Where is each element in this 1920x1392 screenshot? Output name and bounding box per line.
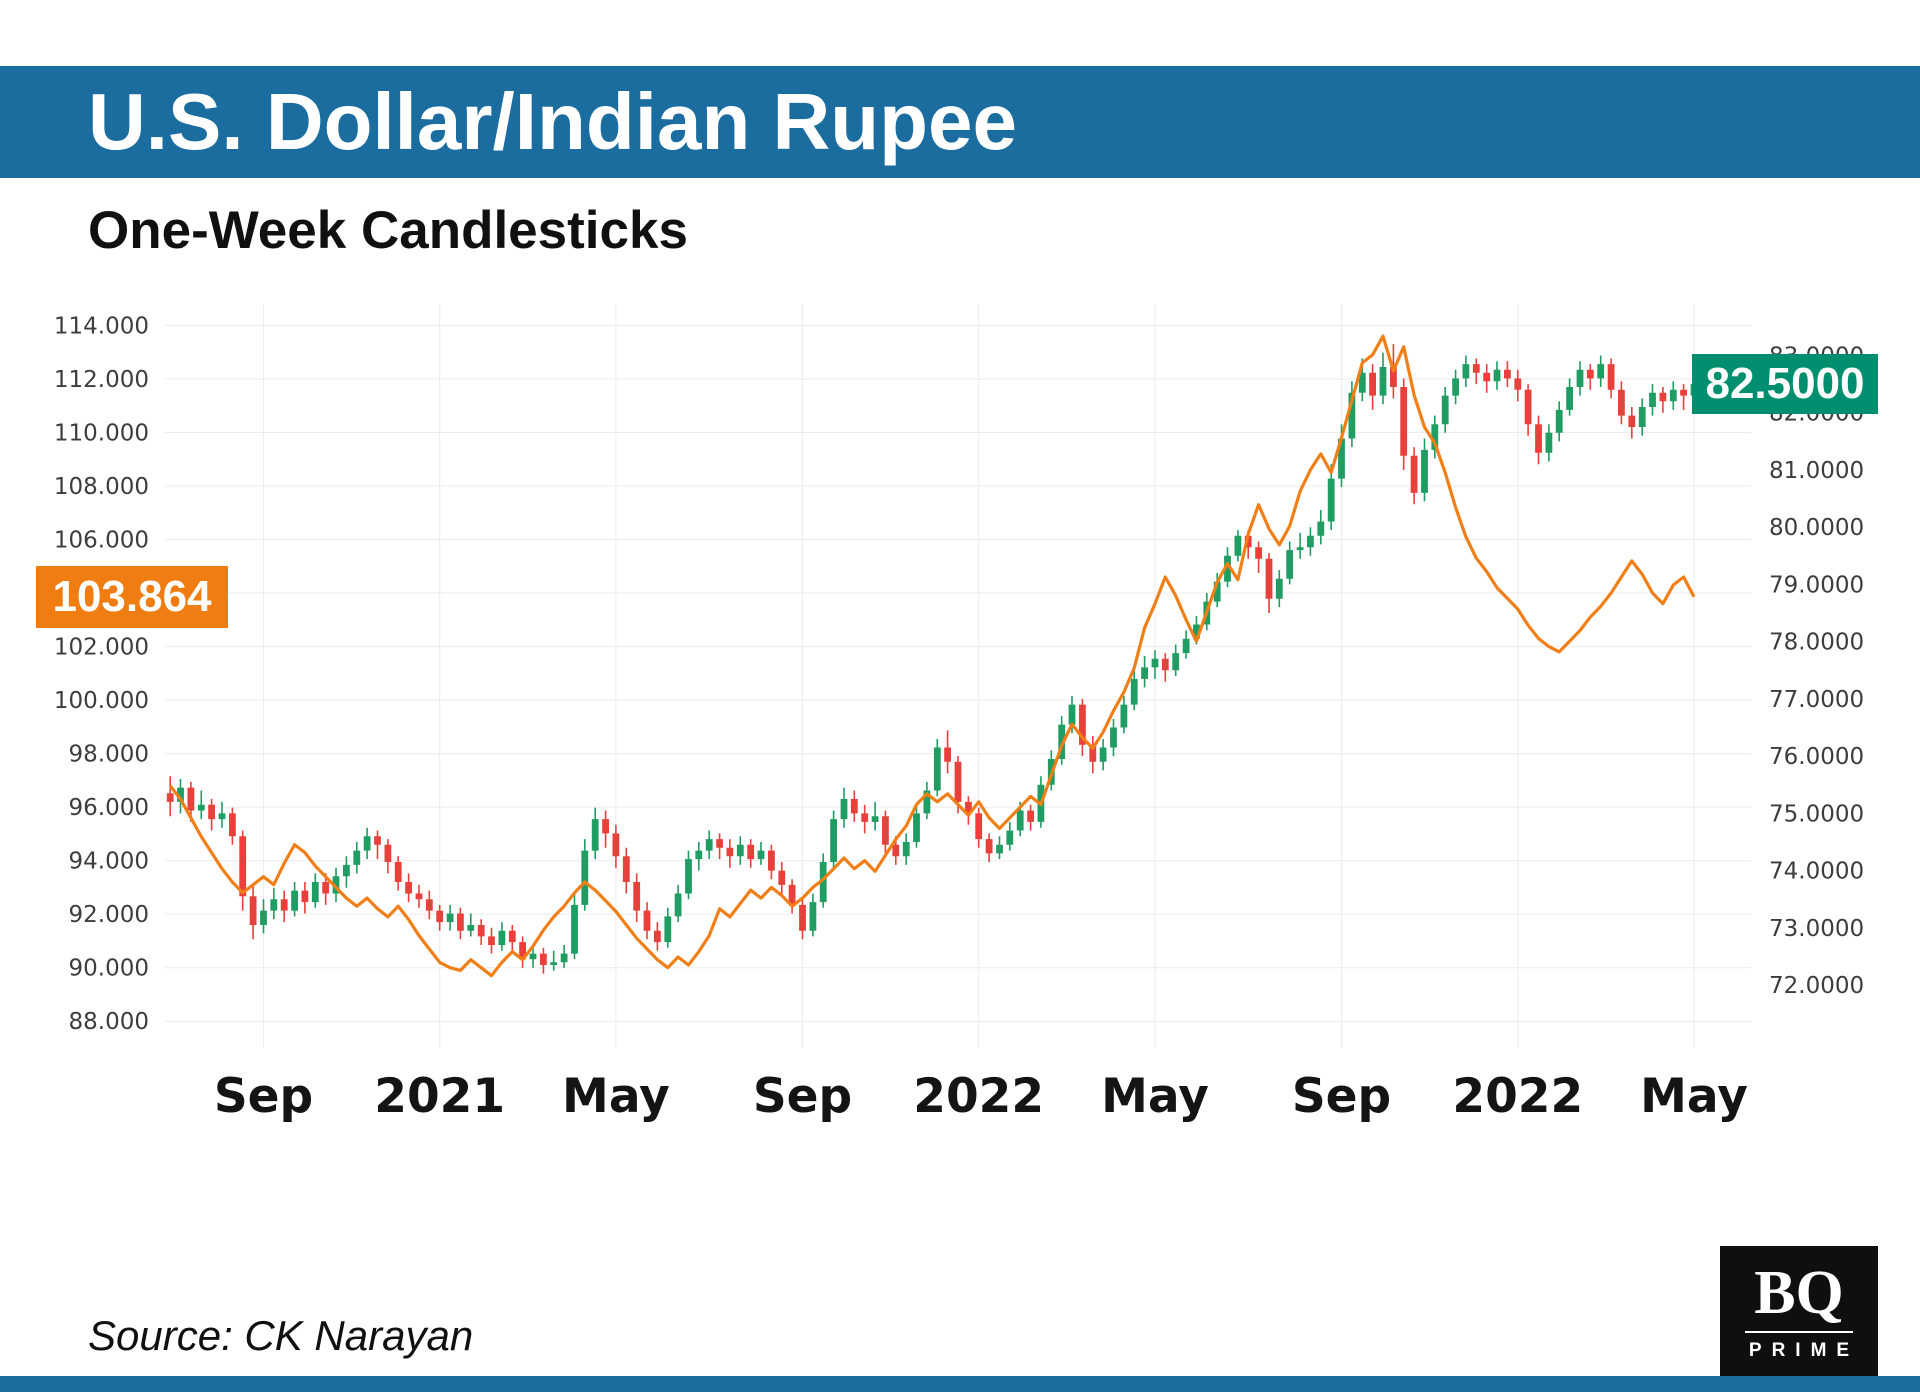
last-price-label-right: 82.5000 bbox=[1692, 354, 1878, 414]
right-axis-tick: 72.0000 bbox=[1769, 973, 1864, 999]
x-axis-label: Sep bbox=[214, 1069, 313, 1124]
up-candle-bodies bbox=[177, 364, 1698, 966]
left-axis-tick: 110.000 bbox=[54, 421, 149, 447]
left-axis-tick: 96.000 bbox=[69, 795, 149, 821]
right-axis-tick: 76.0000 bbox=[1769, 744, 1864, 770]
bq-prime-logo: BQ PRIME bbox=[1720, 1246, 1878, 1378]
right-axis-tick: 74.0000 bbox=[1769, 859, 1864, 885]
down-candle-bodies bbox=[166, 364, 1687, 966]
up-candle-wicks bbox=[179, 352, 1695, 971]
source-credit: Source: CK Narayan bbox=[88, 1312, 474, 1359]
left-axis-tick: 114.000 bbox=[54, 313, 149, 339]
right-axis-tick: 77.0000 bbox=[1769, 687, 1864, 713]
x-axis-label: Sep bbox=[1292, 1069, 1391, 1124]
left-axis-tick: 100.000 bbox=[54, 688, 149, 714]
x-axis-label: 2021 bbox=[374, 1069, 505, 1124]
right-axis-tick: 80.0000 bbox=[1769, 515, 1864, 541]
left-axis-tick: 90.000 bbox=[69, 956, 149, 982]
orange-line-series bbox=[168, 334, 1696, 978]
last-price-label-left: 103.864 bbox=[36, 566, 228, 628]
page-title: U.S. Dollar/Indian Rupee bbox=[88, 77, 1018, 166]
x-axis-label: May bbox=[1101, 1069, 1209, 1124]
left-axis-tick: 98.000 bbox=[69, 742, 149, 768]
right-axis-tick: 73.0000 bbox=[1769, 916, 1864, 942]
right-axis-tick: 79.0000 bbox=[1769, 572, 1864, 598]
left-axis-tick: 106.000 bbox=[54, 528, 149, 554]
header-band: U.S. Dollar/Indian Rupee bbox=[0, 66, 1920, 178]
prime-logo-text: PRIME bbox=[1748, 1340, 1860, 1361]
left-axis-tick: 92.000 bbox=[69, 902, 149, 928]
bottom-accent-bar bbox=[0, 1376, 1920, 1392]
left-axis-tick: 112.000 bbox=[54, 367, 149, 393]
x-axis-label: 2022 bbox=[913, 1069, 1044, 1124]
right-axis-tick: 75.0000 bbox=[1769, 801, 1864, 827]
bq-logo-text: BQ bbox=[1754, 1259, 1844, 1327]
left-axis-tick: 102.000 bbox=[54, 635, 149, 661]
grid-layer bbox=[165, 304, 1751, 1048]
right-axis-tick: 81.0000 bbox=[1769, 458, 1864, 484]
left-axis-tick: 94.000 bbox=[69, 849, 149, 875]
left-axis-tick: 88.000 bbox=[69, 1009, 149, 1035]
axis-labels-layer: 114.000112.000110.000108.000106.000104.0… bbox=[54, 313, 1864, 1124]
x-axis-label: May bbox=[562, 1069, 670, 1124]
chart-subtitle: One-Week Candlesticks bbox=[88, 201, 688, 260]
bq-logo-divider bbox=[1745, 1331, 1853, 1333]
x-axis-label: 2022 bbox=[1452, 1069, 1583, 1124]
left-axis-tick: 108.000 bbox=[54, 474, 149, 500]
x-axis-label: May bbox=[1640, 1069, 1748, 1124]
x-axis-label: Sep bbox=[753, 1069, 852, 1124]
right-axis-tick: 78.0000 bbox=[1769, 630, 1864, 656]
